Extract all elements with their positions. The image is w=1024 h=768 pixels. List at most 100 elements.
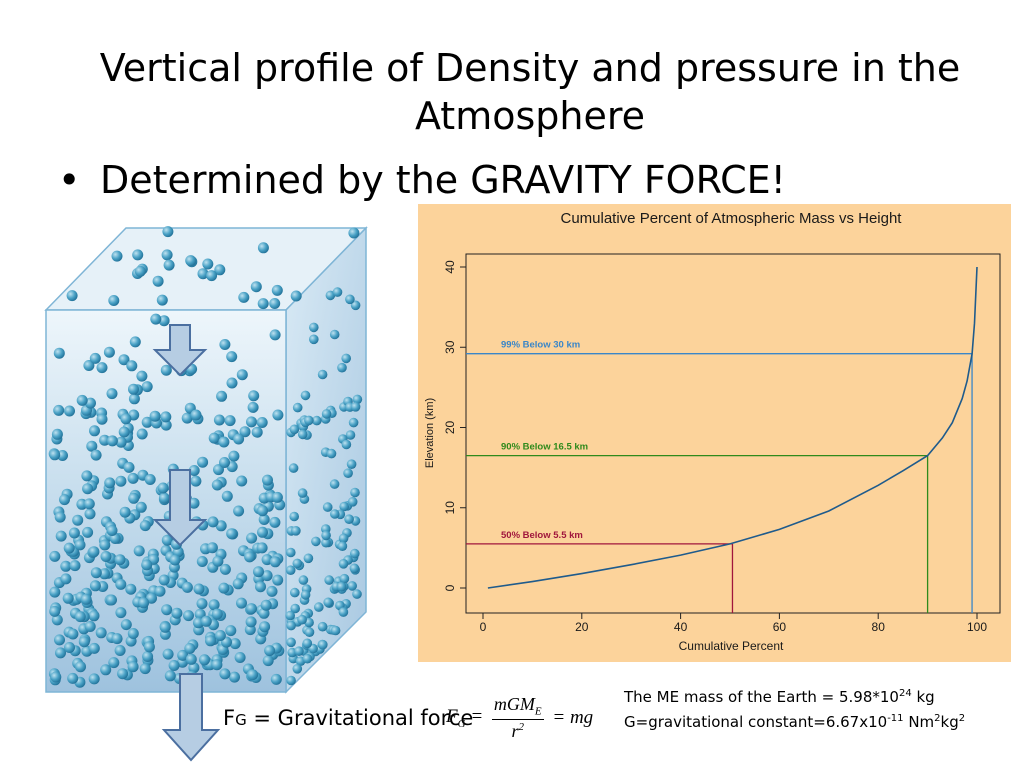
molecule bbox=[257, 526, 268, 538]
molecule bbox=[236, 475, 248, 487]
molecule bbox=[188, 662, 200, 674]
molecule bbox=[290, 290, 302, 302]
molecule bbox=[168, 660, 180, 671]
molecule bbox=[250, 281, 262, 293]
molecule bbox=[161, 249, 173, 261]
molecule bbox=[111, 633, 123, 645]
molecule bbox=[123, 461, 135, 473]
molecule bbox=[162, 226, 174, 238]
molecule bbox=[348, 417, 359, 428]
molecule bbox=[184, 643, 196, 654]
molecule bbox=[162, 648, 174, 660]
annotation-label: 90% Below 16.5 km bbox=[501, 442, 588, 453]
molecule bbox=[329, 479, 340, 489]
molecule bbox=[118, 354, 130, 366]
x-tick-label: 60 bbox=[773, 620, 787, 634]
molecule bbox=[214, 630, 226, 641]
molecule bbox=[81, 470, 93, 482]
molecule bbox=[314, 602, 324, 612]
molecule bbox=[330, 625, 341, 636]
mass-height-chart: Cumulative Percent of Atmospheric Mass v… bbox=[418, 204, 1011, 662]
molecule bbox=[149, 410, 161, 422]
molecule bbox=[269, 298, 281, 309]
molecule bbox=[128, 492, 140, 504]
molecule bbox=[159, 621, 171, 633]
molecule bbox=[261, 570, 273, 582]
bullet-point: • Determined by the GRAVITY FORCE! bbox=[58, 156, 786, 204]
annotations: 99% Below 30 km 90% Below 16.5 km 50% Belo… bbox=[501, 340, 588, 541]
molecule bbox=[337, 541, 348, 551]
molecule bbox=[62, 592, 74, 604]
x-tick-label: 80 bbox=[872, 620, 886, 634]
molecule bbox=[318, 639, 328, 650]
chart-title: Cumulative Percent of Atmospheric Mass v… bbox=[561, 210, 903, 227]
molecule bbox=[338, 533, 349, 544]
molecule bbox=[78, 636, 90, 648]
molecule bbox=[49, 605, 61, 617]
molecule bbox=[300, 390, 311, 401]
air-column-illustration bbox=[44, 226, 368, 762]
gravitational-force-label: FG = Gravitational force bbox=[223, 706, 474, 730]
molecule bbox=[286, 620, 296, 631]
molecule bbox=[89, 425, 100, 437]
annotation-label: 99% Below 30 km bbox=[501, 340, 580, 351]
molecule bbox=[67, 628, 79, 640]
molecule bbox=[323, 597, 334, 608]
molecule bbox=[85, 397, 96, 409]
molecule bbox=[90, 449, 102, 461]
molecule bbox=[120, 619, 132, 631]
molecule bbox=[114, 554, 126, 566]
y-tick-label: 40 bbox=[443, 260, 457, 274]
molecule bbox=[67, 672, 79, 684]
molecule bbox=[53, 404, 65, 416]
molecule bbox=[164, 670, 176, 682]
molecule bbox=[347, 497, 358, 507]
molecule bbox=[219, 563, 231, 575]
molecule bbox=[190, 409, 202, 421]
molecule bbox=[339, 501, 350, 512]
molecule bbox=[106, 525, 118, 536]
molecule bbox=[141, 381, 153, 393]
molecule bbox=[226, 377, 238, 389]
molecule bbox=[350, 402, 361, 412]
molecule bbox=[285, 610, 295, 621]
molecule bbox=[82, 483, 94, 495]
molecule bbox=[260, 599, 272, 611]
molecule bbox=[96, 362, 108, 374]
molecule bbox=[298, 575, 309, 585]
x-axis-label: Cumulative Percent bbox=[679, 639, 784, 653]
molecule bbox=[248, 390, 260, 402]
molecule bbox=[338, 607, 349, 617]
molecule bbox=[158, 315, 170, 327]
molecule bbox=[212, 555, 224, 567]
bullet-dot-icon: • bbox=[58, 158, 81, 202]
molecule bbox=[185, 255, 197, 267]
annotation-label: 50% Below 5.5 km bbox=[501, 530, 583, 541]
molecule bbox=[326, 448, 337, 459]
chart-background bbox=[418, 204, 1011, 662]
molecule bbox=[286, 547, 296, 558]
molecule bbox=[86, 440, 98, 452]
molecule bbox=[332, 287, 343, 297]
molecule bbox=[161, 534, 173, 546]
x-axis: 0 20 40 60 80 100 bbox=[480, 613, 987, 634]
molecule bbox=[199, 654, 210, 666]
molecule bbox=[115, 578, 127, 590]
molecule bbox=[74, 611, 86, 623]
molecule bbox=[185, 653, 197, 665]
molecule bbox=[50, 671, 62, 683]
molecule bbox=[228, 450, 240, 462]
molecule bbox=[226, 351, 238, 363]
molecule bbox=[108, 295, 120, 306]
molecule bbox=[76, 394, 88, 406]
molecule bbox=[154, 585, 166, 597]
molecule bbox=[262, 655, 274, 667]
molecule bbox=[188, 465, 200, 476]
molecule bbox=[350, 300, 361, 311]
molecule bbox=[291, 526, 301, 536]
molecule bbox=[348, 227, 360, 239]
molecule bbox=[208, 432, 220, 444]
molecule bbox=[95, 627, 107, 639]
molecule bbox=[344, 514, 354, 524]
gravity-formula: FG = mGME r2 = mg bbox=[446, 694, 594, 741]
